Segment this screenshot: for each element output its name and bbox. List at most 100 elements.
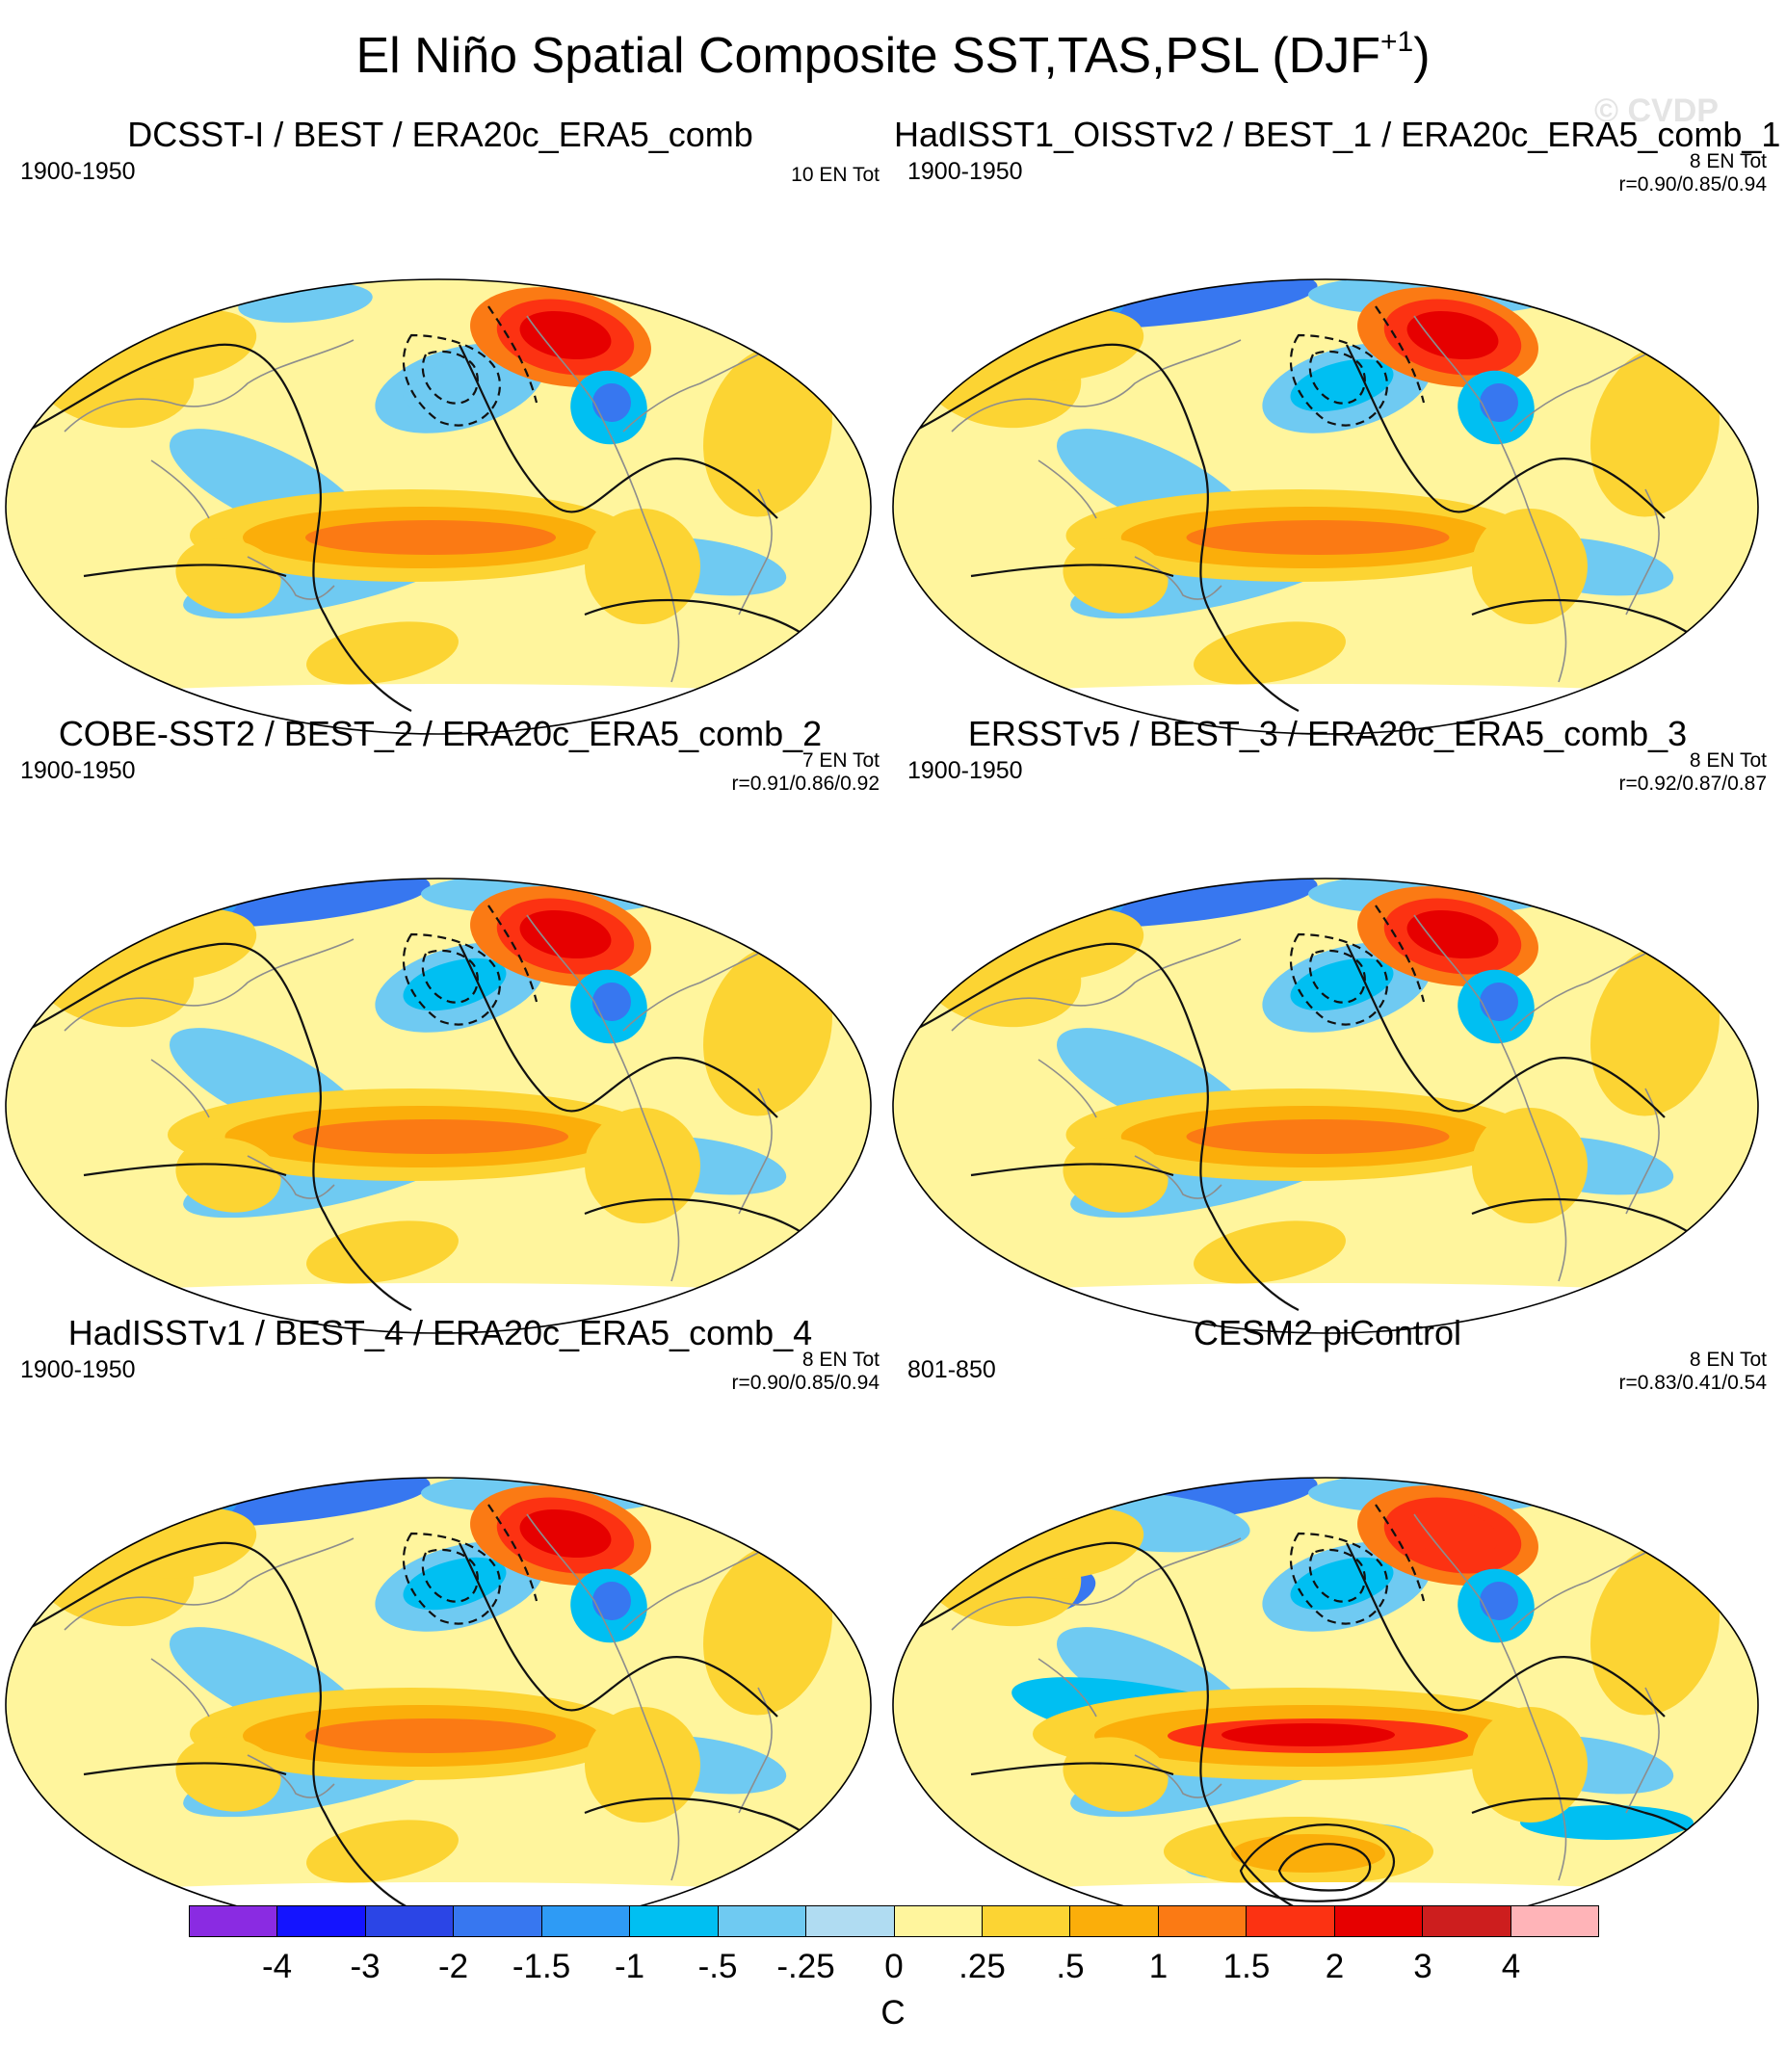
coastline [1510, 953, 1646, 1032]
psl-negative-contour [421, 350, 479, 405]
map-panel-5: HadISSTv1 / BEST_4 / ERA20c_ERA5_comb_4 … [5, 1312, 880, 1933]
coastline [247, 556, 335, 600]
anomaly-region [403, 957, 507, 1011]
psl-positive-contour [912, 343, 1300, 712]
psl-positive-contour [1346, 344, 1666, 519]
colorbar-box-4 [454, 1906, 542, 1936]
anomaly-region [1231, 1834, 1385, 1873]
colorbar-label: 3 [1413, 1948, 1432, 1985]
map-panel-3: COBE-SST2 / BEST_2 / ERA20c_ERA5_comb_2 … [5, 713, 880, 1334]
psl-positive-contour [1346, 943, 1666, 1118]
map-field [7, 879, 871, 1333]
psl-positive-contour [459, 1542, 778, 1718]
colorbar-label: .25 [959, 1948, 1006, 1985]
colorbar-label: -3 [350, 1948, 381, 1985]
psl-negative-contour [1308, 949, 1366, 1004]
anomaly-region [1063, 1737, 1169, 1812]
anomaly-region [1063, 538, 1169, 614]
anomaly-region [1194, 621, 1346, 685]
colorbar-label: 1.5 [1222, 1948, 1271, 1985]
colorbar-label: 2 [1325, 1948, 1345, 1985]
map-panel-4: ERSSTv5 / BEST_3 / ERA20c_ERA5_comb_3 19… [892, 713, 1767, 1334]
psl-positive-contour [1346, 1542, 1666, 1718]
coastline [1413, 315, 1567, 683]
coastline [526, 1513, 680, 1881]
coastline [526, 315, 680, 683]
panel-6-event-count: 8 EN Tot [1689, 1349, 1767, 1371]
colorbar-label: -1.5 [512, 1948, 571, 1985]
coastline [1510, 1552, 1646, 1631]
panel-1-title: DCSST-I / BEST / ERA20c_ERA5_comb [127, 115, 753, 154]
panel-2-event-count: 8 EN Tot [1689, 150, 1767, 172]
coastline [1134, 1155, 1222, 1199]
colorbar-label: -4 [261, 1948, 293, 1985]
colorbar-box-15 [1423, 1906, 1511, 1936]
panel-5-event-count: 8 EN Tot [801, 1349, 880, 1371]
psl-negative-contour [1289, 1532, 1388, 1625]
panel-6-period: 801-850 [907, 1356, 996, 1383]
coastline [1510, 354, 1646, 433]
anomaly-region [175, 538, 281, 614]
psl-positive-contour [912, 942, 1300, 1311]
panel-6-title: CESM2 piControl [1193, 1313, 1462, 1352]
colorbar-label: -.5 [697, 1948, 738, 1985]
colorbar-box-16 [1510, 1906, 1598, 1936]
colorbar-label: 1 [1148, 1948, 1169, 1985]
colorbar-box-11 [1070, 1906, 1159, 1936]
colorbar-box-13 [1247, 1906, 1335, 1936]
panel-5-correlation: r=0.90/0.85/0.94 [731, 1372, 880, 1394]
coastline [64, 339, 355, 519]
colorbar-label: 4 [1501, 1948, 1521, 1985]
figure-title-superscript: +1 [1379, 26, 1414, 58]
anomaly-region [1590, 945, 1720, 1116]
panel-3-title: COBE-SST2 / BEST_2 / ERA20c_ERA5_comb_2 [58, 714, 823, 753]
anomaly-region [306, 1820, 459, 1883]
coastline [1134, 1754, 1222, 1798]
colorbar-label: 0 [884, 1948, 904, 1985]
anomaly-region [703, 346, 832, 517]
colorbar-units: C [880, 1994, 906, 2032]
psl-negative-contour [402, 333, 501, 427]
coastline [951, 938, 1242, 1118]
colorbar-box-5 [541, 1906, 631, 1936]
anomaly-region [1406, 909, 1499, 959]
coastline [526, 914, 680, 1282]
panel-2-period: 1900-1950 [907, 158, 1023, 185]
anomaly-region [1480, 983, 1518, 1021]
anomaly-region [306, 1220, 459, 1284]
coastline [622, 354, 759, 433]
colorbar-box-9 [894, 1906, 983, 1936]
anomaly-region [1221, 1723, 1395, 1746]
coastline [951, 1537, 1242, 1718]
anomaly-region [403, 358, 507, 412]
cvdp-watermark: © CVDP [1594, 92, 1719, 129]
anomaly-region [305, 1718, 556, 1753]
psl-positive-contour [912, 1541, 1300, 1910]
anomaly-region [175, 1138, 281, 1213]
colorbar-label: -2 [437, 1948, 469, 1985]
anomaly-region [1406, 1508, 1499, 1559]
map-panel-3-map [5, 878, 872, 1334]
colorbar-box-6 [630, 1906, 719, 1936]
coastline [951, 339, 1242, 519]
anomaly-region [592, 1582, 631, 1620]
map-outline [5, 878, 872, 1334]
panel-4-title: ERSSTv5 / BEST_3 / ERA20c_ERA5_comb_3 [967, 714, 1688, 753]
coastline [247, 1155, 335, 1199]
anomaly-region [1406, 310, 1499, 360]
map-field [894, 1478, 1758, 1932]
psl-negative-contour [1289, 333, 1388, 427]
figure-title-close: ) [1413, 28, 1431, 84]
map-panel-6: CESM2 piControl 801-850 8 EN Tot r=0.83/… [892, 1312, 1767, 1933]
psl-positive-contour [25, 1541, 412, 1910]
colorbar [189, 1905, 1599, 1937]
anomaly-region [1186, 520, 1450, 555]
coastline [622, 953, 759, 1032]
map-panel-2: HadISST1_OISSTv2 / BEST_1 / ERA20c_ERA5_… [892, 114, 1780, 735]
map-panel-1-map [5, 278, 872, 735]
map-panel-6-map [892, 1477, 1759, 1933]
coastline [64, 938, 355, 1118]
anomaly-region [403, 1557, 507, 1611]
anomaly-region [1063, 1138, 1169, 1213]
anomaly-region [1290, 1557, 1394, 1611]
